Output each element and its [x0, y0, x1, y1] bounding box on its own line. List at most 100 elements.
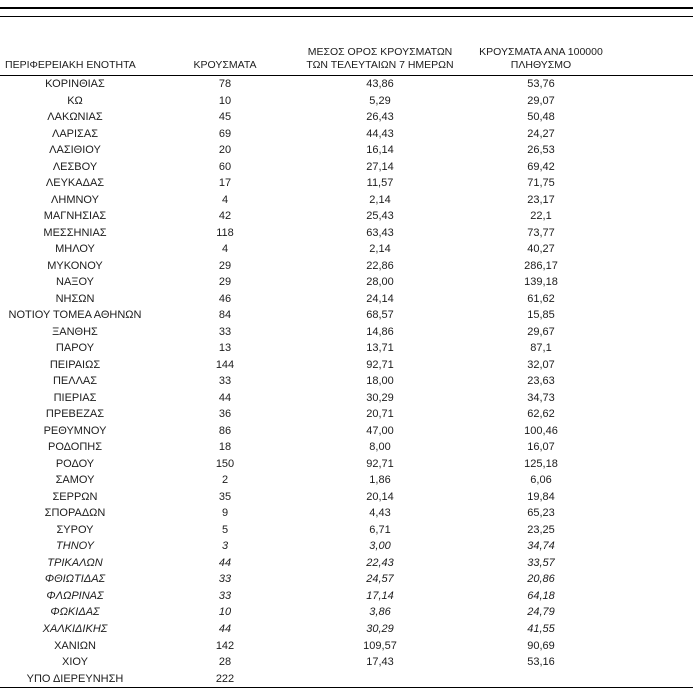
avg-7-days-cell: 24,14: [366, 292, 394, 305]
cases-cell: 10: [218, 606, 232, 619]
region-cell: ΦΛΩΡΙΝΑΣ: [46, 589, 104, 602]
avg-7-days-cell: 11,57: [366, 177, 394, 190]
filler-cell: [622, 192, 693, 209]
table-row: ΧΑΝΙΩΝ 142 109,57 90,69: [0, 638, 693, 655]
per-100k-cell: 26,53: [527, 144, 555, 157]
table-row: ΠΡΕΒΕΖΑΣ 36 20,71 62,62: [0, 406, 693, 423]
avg-7-days-cell: 6,71: [369, 523, 391, 536]
table-row: ΦΛΩΡΙΝΑΣ 33 17,14 64,18: [0, 588, 693, 605]
region-cell: ΛΕΣΒΟΥ: [52, 160, 98, 173]
per-100k-cell: 23,25: [527, 523, 555, 536]
avg-7-days-cell: 24,57: [366, 573, 394, 586]
header-cases-label: ΚΡΟΥΣΜΑΤΑ: [193, 58, 257, 71]
filler-cell: [622, 439, 693, 456]
table-row: ΡΟΔΟΠΗΣ 18 8,00 16,07: [0, 439, 693, 456]
avg-7-days-cell: 8,00: [369, 441, 391, 454]
avg-7-days-cell: 47,00: [366, 424, 394, 437]
table-row: ΜΗΛΟΥ 4 2,14 40,27: [0, 241, 693, 258]
avg-7-days-cell: 20,71: [366, 408, 394, 421]
avg-7-days-cell: 109,57: [363, 639, 397, 652]
table-row: ΡΟΔΟΥ 150 92,71 125,18: [0, 456, 693, 473]
table-row: ΧΑΛΚΙΔΙΚΗΣ 44 30,29 41,55: [0, 621, 693, 638]
per-100k-cell: 73,77: [527, 226, 555, 239]
avg-7-days-cell: 26,43: [366, 111, 394, 124]
cases-cell: 5: [221, 523, 229, 536]
avg-7-days-cell: 2,14: [369, 243, 391, 256]
filler-cell: [622, 423, 693, 440]
filler-cell: [622, 588, 693, 605]
avg-7-days-cell: 3,86: [369, 606, 391, 619]
table-row: ΚΟΡΙΝΘΙΑΣ 78 43,86 53,76: [0, 76, 693, 93]
table-row: ΦΩΚΙΔΑΣ 10 3,86 24,79: [0, 604, 693, 621]
table-row: ΡΕΘΥΜΝΟΥ 86 47,00 100,46: [0, 423, 693, 440]
cases-cell: 9: [221, 507, 229, 520]
header-per-100k-line1: ΚΡΟΥΣΜΑΤΑ ΑΝΑ 100000: [479, 46, 603, 58]
region-cell: ΛΑΡΙΣΑΣ: [51, 127, 98, 140]
per-100k-cell: 6,06: [530, 474, 552, 487]
region-cell: ΣΕΡΡΩΝ: [52, 490, 98, 503]
cases-cell: 36: [218, 408, 232, 421]
region-cell: ΡΕΘΥΜΝΟΥ: [43, 424, 107, 437]
region-cell: ΚΟΡΙΝΘΙΑΣ: [45, 78, 105, 90]
cases-cell: 4: [221, 193, 229, 206]
avg-7-days-cell: 63,43: [366, 226, 394, 239]
table-row: ΜΥΚΟΝΟΥ 29 22,86 286,17: [0, 258, 693, 275]
cases-cell: 78: [218, 78, 232, 90]
per-100k-cell: 40,27: [527, 243, 555, 256]
region-cell: ΠΕΙΡΑΙΩΣ: [49, 358, 101, 371]
per-100k-cell: 71,75: [527, 177, 555, 190]
filler-cell: [622, 538, 693, 555]
header-per-100k: ΚΡΟΥΣΜΑΤΑ ΑΝΑ 100000 ΠΛΗΘΥΣΜΟ: [460, 44, 622, 76]
avg-7-days-cell: 20,14: [366, 490, 394, 503]
per-100k-cell: 64,18: [527, 589, 555, 602]
per-100k-cell: 139,18: [524, 276, 558, 289]
per-100k-cell: 29,07: [527, 94, 555, 107]
filler-cell: [622, 604, 693, 621]
per-100k-cell: 24,79: [527, 606, 555, 619]
filler-cell: [622, 638, 693, 655]
region-cell: ΚΩ: [67, 94, 83, 107]
region-cell: ΠΙΕΡΙΑΣ: [53, 391, 97, 404]
per-100k-cell: 20,86: [527, 573, 555, 586]
filler-cell: [622, 291, 693, 308]
region-cell: ΜΗΛΟΥ: [55, 243, 95, 256]
table-row: ΞΑΝΘΗΣ 33 14,86 29,67: [0, 324, 693, 341]
per-100k-cell: 34,73: [527, 391, 555, 404]
filler-cell: [622, 472, 693, 489]
header-per-100k-line2: ΠΛΗΘΥΣΜΟ: [510, 58, 572, 71]
header-region-label: ΠΕΡΙΦΕΡΕΙΑΚΗ ΕΝΟΤΗΤΑ: [5, 58, 136, 71]
per-100k-cell: 286,17: [524, 259, 558, 272]
header-filler: [622, 44, 693, 76]
region-cell: ΧΑΝΙΩΝ: [54, 639, 96, 652]
per-100k-cell: 87,1: [530, 342, 552, 355]
header-avg-7-days: ΜΕΣΟΣ ΟΡΟΣ ΚΡΟΥΣΜΑΤΩΝ ΤΩΝ ΤΕΛΕΥΤΑΙΩΝ 7 Η…: [300, 44, 460, 76]
cases-cell: 45: [218, 111, 232, 124]
avg-7-days-cell: 17,43: [366, 656, 394, 669]
per-100k-cell: 69,42: [527, 160, 555, 173]
region-cell: ΤΗΝΟΥ: [56, 540, 94, 553]
avg-7-days-cell: 92,71: [366, 457, 394, 470]
header-avg-7-days-line1: ΜΕΣΟΣ ΟΡΟΣ ΚΡΟΥΣΜΑΤΩΝ: [307, 46, 453, 58]
per-100k-cell: 125,18: [524, 457, 558, 470]
table-row: ΛΑΚΩΝΙΑΣ 45 26,43 50,48: [0, 109, 693, 126]
table-row: ΝΑΞΟΥ 29 28,00 139,18: [0, 274, 693, 291]
filler-cell: [622, 274, 693, 291]
table-row: ΣΕΡΡΩΝ 35 20,14 19,84: [0, 489, 693, 506]
per-100k-cell: 23,63: [527, 375, 555, 388]
region-cell: ΜΥΚΟΝΟΥ: [47, 259, 103, 272]
cases-cell: 4: [221, 243, 229, 256]
cases-cell: 33: [218, 325, 232, 338]
filler-cell: [622, 406, 693, 423]
top-rule-2: [0, 16, 693, 17]
cases-cell: 13: [218, 342, 232, 355]
avg-7-days-cell: 16,14: [366, 144, 394, 157]
filler-cell: [622, 142, 693, 159]
table-row: ΚΩ 10 5,29 29,07: [0, 93, 693, 110]
region-cell: ΧΑΛΚΙΔΙΚΗΣ: [42, 623, 108, 635]
filler-cell: [622, 654, 693, 671]
cases-cell: 35: [218, 490, 232, 503]
region-cell: ΛΗΜΝΟΥ: [51, 193, 99, 206]
avg-7-days-cell: 2,14: [369, 193, 391, 206]
per-100k-cell: 16,07: [527, 441, 555, 454]
